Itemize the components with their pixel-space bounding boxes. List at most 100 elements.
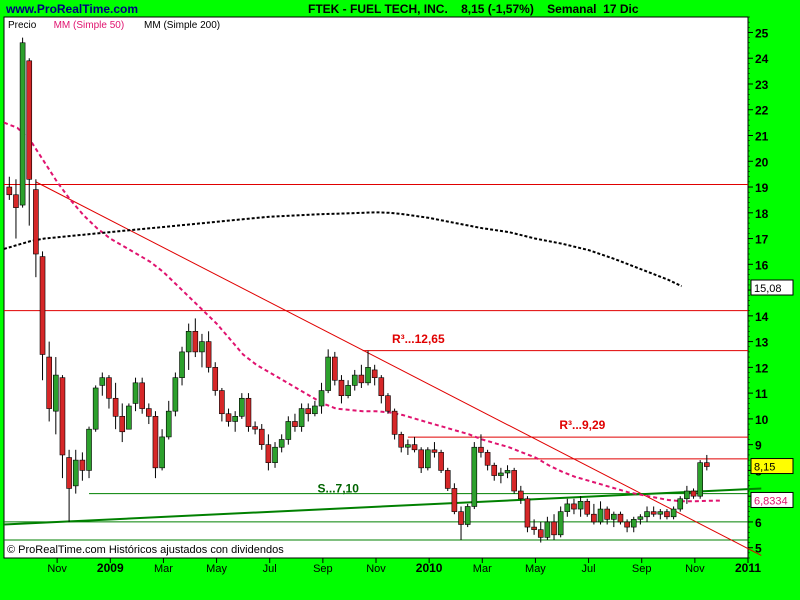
candle-body[interactable]	[684, 490, 690, 500]
candle-body[interactable]	[391, 410, 398, 435]
candle-body[interactable]	[66, 457, 72, 489]
candle-body[interactable]	[518, 490, 524, 500]
candle-body[interactable]	[239, 397, 245, 417]
candle-body[interactable]	[418, 449, 424, 469]
candle-body[interactable]	[338, 379, 345, 397]
candle-body[interactable]	[159, 436, 165, 469]
candle-body[interactable]	[438, 452, 444, 471]
candle-body[interactable]	[677, 498, 684, 510]
candle-body[interactable]	[139, 382, 145, 409]
candle-body[interactable]	[511, 470, 517, 492]
candle-body[interactable]	[630, 519, 637, 528]
candle-body[interactable]	[365, 367, 371, 384]
candle-body[interactable]	[704, 462, 710, 467]
candle-body[interactable]	[577, 501, 584, 510]
candle-body[interactable]	[531, 526, 537, 530]
candle-body[interactable]	[92, 387, 99, 430]
candle-body[interactable]	[132, 382, 139, 404]
candle-body[interactable]	[398, 434, 405, 448]
candle-body[interactable]	[537, 529, 544, 538]
candle-body[interactable]	[624, 521, 630, 528]
candle-body[interactable]	[644, 511, 650, 518]
candle-body[interactable]	[405, 444, 411, 448]
candle-body[interactable]	[245, 397, 252, 427]
candle-body[interactable]	[358, 374, 365, 384]
candle-body[interactable]	[524, 498, 531, 528]
candle-body[interactable]	[252, 426, 258, 430]
candle-body[interactable]	[591, 513, 597, 523]
candle-body[interactable]	[272, 446, 278, 463]
legend-entry[interactable]: Precio	[8, 20, 37, 31]
candle-body[interactable]	[657, 511, 664, 515]
candle-body[interactable]	[225, 413, 232, 422]
candle-body[interactable]	[119, 416, 126, 433]
candle-body[interactable]	[604, 508, 610, 520]
candle-body[interactable]	[571, 503, 577, 510]
candle-body[interactable]	[650, 511, 657, 515]
candle-body[interactable]	[458, 511, 464, 525]
candle-body[interactable]	[670, 508, 677, 518]
candle-body[interactable]	[86, 428, 92, 471]
legend-entry[interactable]: MM (Simple 50)	[54, 20, 125, 31]
candle-body[interactable]	[478, 446, 484, 453]
candle-body[interactable]	[232, 416, 238, 422]
candle-body[interactable]	[172, 377, 179, 412]
candle-body[interactable]	[258, 428, 265, 445]
legend-entry[interactable]: MM (Simple 200)	[144, 20, 220, 31]
candle-body[interactable]	[292, 421, 298, 427]
candle-body[interactable]	[471, 446, 478, 507]
candle-body[interactable]	[33, 189, 39, 255]
candle-body[interactable]	[544, 521, 551, 538]
candle-body[interactable]	[564, 503, 571, 512]
candle-body[interactable]	[312, 405, 318, 415]
candle-body[interactable]	[165, 410, 172, 438]
candle-body[interactable]	[39, 256, 46, 355]
candle-body[interactable]	[385, 395, 391, 412]
candle-body[interactable]	[212, 367, 219, 391]
candle-body[interactable]	[664, 511, 670, 518]
candle-body[interactable]	[332, 356, 338, 381]
candle-body[interactable]	[690, 490, 697, 497]
candle-body[interactable]	[444, 470, 451, 489]
candle-body[interactable]	[205, 341, 212, 368]
candle-body[interactable]	[697, 462, 703, 497]
candle-body[interactable]	[152, 416, 159, 469]
candle-body[interactable]	[597, 508, 604, 523]
candle-body[interactable]	[106, 377, 112, 399]
candle-body[interactable]	[378, 377, 385, 396]
candle-body[interactable]	[504, 470, 511, 474]
candle-body[interactable]	[53, 374, 59, 412]
candle-body[interactable]	[371, 369, 378, 378]
candle-body[interactable]	[13, 194, 19, 208]
candle-body[interactable]	[6, 186, 13, 196]
candle-body[interactable]	[551, 521, 557, 536]
candle-body[interactable]	[112, 397, 119, 417]
candle-body[interactable]	[99, 377, 106, 386]
candle-body[interactable]	[611, 513, 617, 520]
candle-body[interactable]	[345, 385, 351, 396]
candle-body[interactable]	[484, 452, 491, 466]
candle-body[interactable]	[79, 459, 86, 471]
candle-body[interactable]	[431, 449, 438, 453]
candle-body[interactable]	[265, 444, 272, 463]
candle-body[interactable]	[146, 408, 152, 417]
candle-body[interactable]	[278, 439, 285, 448]
candle-body[interactable]	[199, 341, 205, 353]
candle-body[interactable]	[584, 501, 591, 515]
candle-body[interactable]	[411, 444, 418, 451]
site-name[interactable]: www.ProRealTime.com	[6, 2, 139, 16]
candle-body[interactable]	[305, 408, 312, 415]
candle-body[interactable]	[192, 330, 199, 353]
candle-body[interactable]	[126, 405, 132, 430]
candle-body[interactable]	[72, 459, 79, 487]
candle-body[interactable]	[617, 513, 624, 523]
candle-body[interactable]	[637, 516, 644, 520]
candle-body[interactable]	[185, 330, 192, 353]
candle-body[interactable]	[451, 488, 458, 512]
candle-body[interactable]	[59, 377, 66, 456]
candle-body[interactable]	[464, 506, 471, 525]
candle-body[interactable]	[298, 408, 305, 427]
candle-body[interactable]	[318, 390, 325, 407]
candle-body[interactable]	[19, 42, 26, 206]
